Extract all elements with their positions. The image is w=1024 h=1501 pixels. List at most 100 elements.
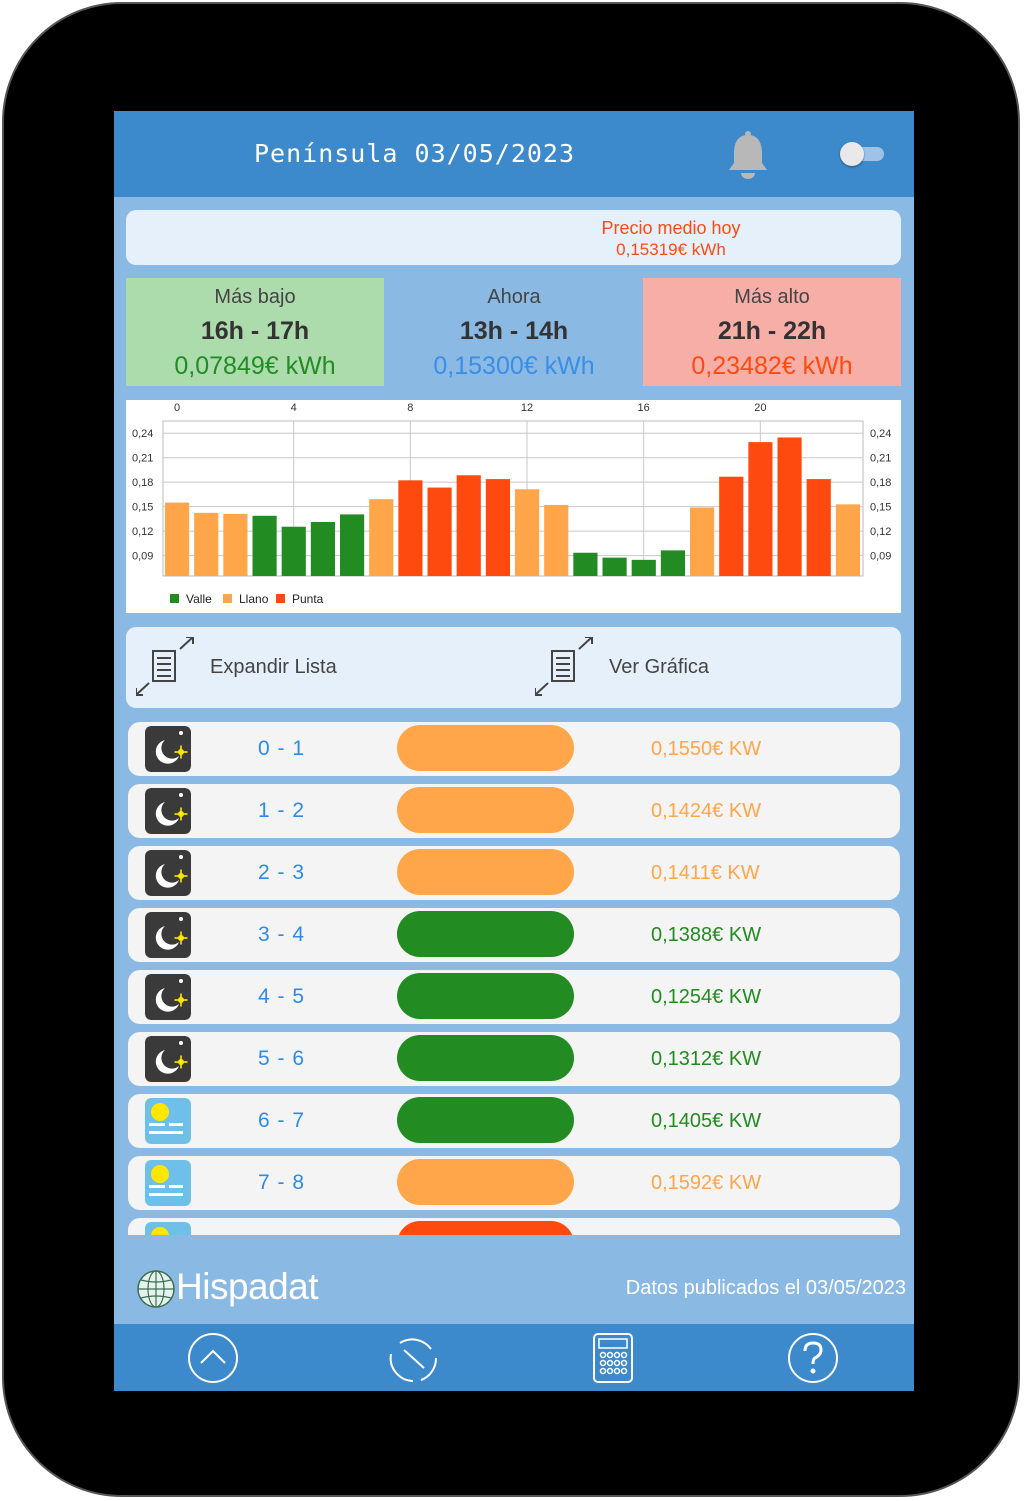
highest-label: Más alto <box>734 286 810 308</box>
highest-price-card: Más alto 21h - 22h 0,23482€ kWh <box>643 278 901 386</box>
list-item[interactable]: 6 - 7 0,1405€ KW <box>128 1094 900 1148</box>
lowest-label: Más bajo <box>214 286 296 308</box>
sunrise-icon <box>145 1160 191 1206</box>
y-tick-label-left: 0,15 <box>132 502 153 514</box>
brand-logo: Hispadat <box>136 1266 336 1310</box>
highest-hours: 21h - 22h <box>717 317 827 345</box>
y-tick-label-right: 0,15 <box>870 502 891 514</box>
lowest-price-card: Más bajo 16h - 17h 0,07849€ kWh <box>126 278 384 386</box>
bell-icon[interactable] <box>726 129 770 181</box>
top-bar: Península 03/05/2023 <box>114 111 914 197</box>
x-tick-label: 8 <box>407 402 413 414</box>
list-item[interactable]: 1 - 2 0,1424€ KW <box>128 784 900 838</box>
x-tick-label: 20 <box>754 402 766 414</box>
scroll-up-icon[interactable] <box>186 1332 240 1384</box>
bar-hour-14 <box>573 552 598 576</box>
bar-hour-5 <box>310 521 335 576</box>
price-level-bar <box>397 911 574 957</box>
refresh-icon[interactable] <box>386 1332 440 1384</box>
x-tick-label: 0 <box>174 402 180 414</box>
list-item[interactable]: 2 - 3 0,1411€ KW <box>128 846 900 900</box>
row-price: 0,1405€ KW <box>651 1110 762 1132</box>
row-hours: 1 - 2 <box>258 799 306 822</box>
price-level-bar <box>397 849 574 895</box>
actions-card: Expandir Lista Ver Gráfica <box>126 627 901 708</box>
list-item[interactable]: 5 - 6 0,1312€ KW <box>128 1032 900 1086</box>
expand-list-button[interactable]: Expandir Lista <box>126 627 506 708</box>
price-level-bar <box>397 973 574 1019</box>
highest-price: 0,23482€ kWh <box>691 352 853 380</box>
notifications-toggle[interactable] <box>840 142 886 166</box>
y-tick-label-left: 0,24 <box>132 428 153 440</box>
y-tick-label-right: 0,09 <box>870 551 891 563</box>
toggle-knob <box>840 142 864 166</box>
current-price-card: Ahora 13h - 14h 0,15300€ kWh <box>385 278 643 386</box>
x-tick-label: 16 <box>638 402 650 414</box>
row-price: 0,1424€ KW <box>651 800 762 822</box>
bar-hour-4 <box>281 526 306 576</box>
legend-label-punta: Punta <box>292 592 324 606</box>
bar-hour-22 <box>806 479 831 576</box>
row-price: 0,1254€ KW <box>651 986 762 1008</box>
current-hours: 13h - 14h <box>459 317 569 345</box>
price-chart-svg: 0,24 0,24 0,21 0,21 0,18 0,18 0,15 0,15 0,12 0,12… <box>132 402 891 606</box>
y-tick-label-left: 0,18 <box>132 477 153 489</box>
list-item[interactable]: 8 - 9 <box>128 1218 900 1235</box>
list-item[interactable]: 4 - 5 0,1254€ KW <box>128 970 900 1024</box>
row-price: 0,1592€ KW <box>651 1172 762 1194</box>
row-hours: 5 - 6 <box>258 1047 306 1070</box>
bar-hour-20 <box>748 442 773 576</box>
price-chart[interactable]: 0,24 0,24 0,21 0,21 0,18 0,18 0,15 0,15 0,12 0,12… <box>126 400 901 613</box>
y-tick-label-left: 0,21 <box>132 453 153 465</box>
bar-hour-13 <box>544 504 569 576</box>
hourly-price-list[interactable]: 0 - 1 0,1550€ KW 1 - 2 0,1424€ KW 2 - 3 0,141… <box>114 721 914 1235</box>
price-level-bar <box>397 1159 574 1205</box>
sunrise-icon <box>145 1098 191 1144</box>
bar-hour-18 <box>690 507 715 576</box>
night-icon <box>145 974 191 1020</box>
bar-hour-8 <box>398 480 423 576</box>
calculator-icon[interactable] <box>586 1332 640 1384</box>
price-level-bar <box>397 725 574 771</box>
bar-hour-1 <box>194 512 219 576</box>
sunrise-icon <box>145 1222 191 1235</box>
bar-hour-0 <box>165 502 190 576</box>
legend-swatch-llano <box>223 594 232 603</box>
legend-label-valle: Valle <box>186 592 212 606</box>
row-hours: 2 - 3 <box>258 861 306 884</box>
current-price: 0,15300€ kWh <box>433 352 595 380</box>
y-tick-label-right: 0,12 <box>870 526 891 538</box>
list-item[interactable]: 3 - 4 0,1388€ KW <box>128 908 900 962</box>
row-hours: 4 - 5 <box>258 985 306 1008</box>
row-hours: 8 - 9 <box>258 1233 368 1235</box>
row-hours: 3 - 4 <box>258 923 306 946</box>
row-hours: 7 - 8 <box>258 1171 306 1194</box>
view-chart-button[interactable]: Ver Gráfica <box>525 627 895 708</box>
list-item[interactable]: 0 - 1 0,1550€ KW <box>128 722 900 776</box>
bottom-nav <box>114 1324 914 1391</box>
y-tick-label-left: 0,12 <box>132 526 153 538</box>
published-date: Datos publicados el 03/05/2023 <box>625 1277 906 1299</box>
bar-hour-7 <box>369 499 394 576</box>
bar-hour-17 <box>660 550 685 576</box>
app-screen: Península 03/05/2023 Precio medio hoy 0,… <box>114 111 914 1391</box>
x-tick-label: 12 <box>521 402 533 414</box>
average-price-value: 0,15319€ kWh <box>616 240 726 259</box>
legend-swatch-valle <box>170 594 179 603</box>
lowest-hours: 16h - 17h <box>200 317 310 345</box>
y-tick-label-right: 0,21 <box>870 453 891 465</box>
bar-hour-2 <box>223 513 248 576</box>
x-tick-label: 4 <box>291 402 297 414</box>
night-icon <box>145 1036 191 1082</box>
view-chart-icon <box>535 637 593 696</box>
lowest-price: 0,07849€ kWh <box>174 352 336 380</box>
brand-name: Hispadat <box>176 1266 319 1307</box>
y-tick-label-right: 0,18 <box>870 477 891 489</box>
help-icon[interactable] <box>786 1332 840 1384</box>
list-item[interactable]: 7 - 8 0,1592€ KW <box>128 1156 900 1210</box>
bar-hour-15 <box>602 557 627 576</box>
legend-label-llano: Llano <box>239 592 269 606</box>
bar-hour-3 <box>252 515 277 576</box>
bar-hour-23 <box>835 504 860 576</box>
row-price: 0,1312€ KW <box>651 1048 762 1070</box>
